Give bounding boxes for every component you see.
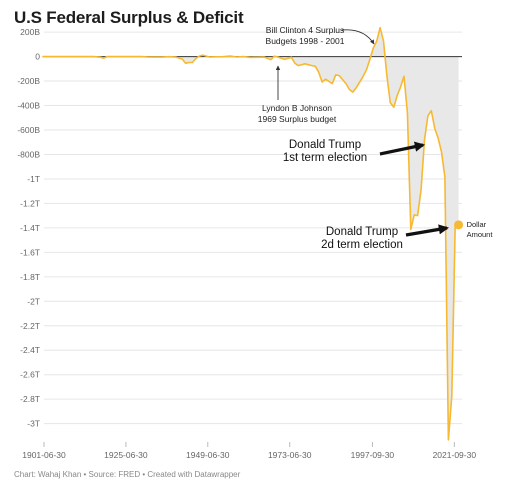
- y-tick-label: -600B: [17, 125, 40, 135]
- chart-title: U.S Federal Surplus & Deficit: [14, 8, 244, 27]
- annotation-clinton-arrow: [341, 29, 375, 45]
- y-tick-label: -2.2T: [20, 321, 40, 331]
- y-tick-label: -1.2T: [20, 198, 40, 208]
- y-tick-label: -1.4T: [20, 223, 40, 233]
- y-tick-label: -400B: [17, 101, 40, 111]
- annotation-johnson-text: 1969 Surplus budget: [258, 114, 337, 124]
- chart-footer: Chart: Wahaj Khan • Source: FRED • Creat…: [14, 470, 241, 479]
- end-label: Dollar: [467, 220, 487, 229]
- y-tick-label: -2.4T: [20, 345, 40, 355]
- annotation-trump2-text: Donald Trump: [326, 226, 398, 238]
- annotation-johnson-text: Lyndon B Johnson: [262, 103, 332, 113]
- series-area: [42, 27, 459, 440]
- y-tick-label: -1.8T: [20, 272, 40, 282]
- y-tick-label: -800B: [17, 149, 40, 159]
- y-tick-label: -2T: [27, 296, 40, 306]
- annotation-trump1-text: 1st term election: [283, 152, 367, 164]
- annotation-clinton-text: Bill Clinton 4 Surplus: [266, 25, 344, 35]
- series-line: [42, 26, 459, 441]
- y-tick-label: -200B: [17, 76, 40, 86]
- end-label: Amount: [467, 230, 494, 239]
- annotation-clinton-text: Budgets 1998 - 2001: [266, 36, 345, 46]
- end-point: [454, 220, 464, 230]
- y-axis-ticks: 200B 0 -200B -400B -600B -800B -1T -1.2T -1.4T -1…: [17, 27, 40, 429]
- x-tick-label: 1997-09-30: [351, 450, 395, 460]
- x-tick-label: 1901-06-30: [22, 450, 66, 460]
- x-axis-ticks: 1901-06-30 1925-06-30 1949-06-30 1973-06-30…: [22, 442, 476, 460]
- y-tick-label: 200B: [20, 27, 40, 37]
- y-tick-label: -2.6T: [20, 370, 40, 380]
- y-tick-label: -2.8T: [20, 394, 40, 404]
- y-tick-label: -3T: [27, 419, 40, 429]
- y-tick-label: -1.6T: [20, 247, 40, 257]
- x-tick-label: 1949-06-30: [186, 450, 230, 460]
- annotation-trump2-text: 2d term election: [321, 239, 403, 251]
- x-tick-label: 1925-06-30: [104, 450, 148, 460]
- annotation-trump1-text: Donald Trump: [289, 139, 361, 151]
- annotation-trump1-arrow: [379, 141, 426, 156]
- x-tick-label: 2021-09-30: [433, 450, 477, 460]
- annotation-trump2-arrow: [405, 224, 450, 237]
- gridlines: [44, 31, 462, 425]
- y-tick-label: -1T: [27, 174, 40, 184]
- y-tick-label: 0: [35, 52, 40, 62]
- x-tick-label: 1973-06-30: [268, 450, 312, 460]
